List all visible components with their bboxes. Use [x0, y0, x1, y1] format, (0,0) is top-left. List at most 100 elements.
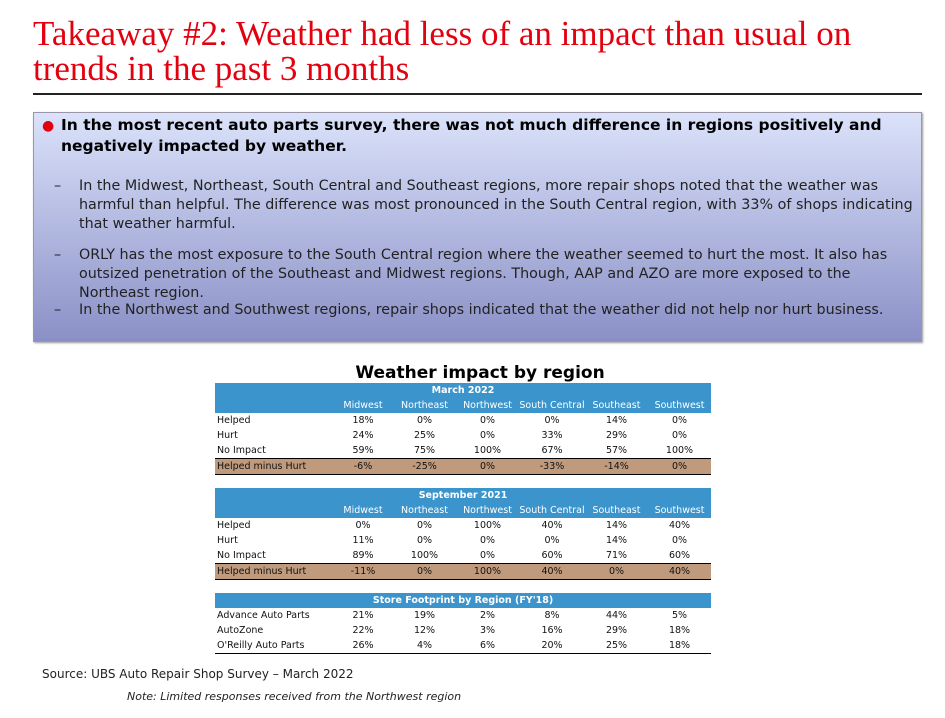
table-cell: 0%	[479, 550, 496, 561]
row-label: No Impact	[217, 445, 266, 456]
table-cell: 14%	[605, 535, 628, 546]
table-row: Helped minus Hurt -11% 0% 100% 40% 0% 40%	[215, 563, 712, 580]
table-cell: -33%	[519, 458, 585, 475]
row-label: Advance Auto Parts	[217, 610, 310, 621]
table-row: Helped minus Hurt -6% -25% 0% -33% -14% 0%	[215, 458, 712, 475]
table-cell: 40%	[519, 563, 585, 580]
table-row: AutoZone 22% 12% 3% 16% 29% 18%	[215, 623, 711, 638]
column-header-row: Midwest Northeast Northwest South Central So…	[215, 398, 712, 413]
column-header-blank	[215, 398, 333, 413]
column-header: Northeast	[393, 503, 456, 518]
table-cell: 8%	[544, 610, 560, 621]
row-label: No Impact	[217, 550, 266, 561]
column-header: Northwest	[456, 398, 519, 413]
table-cell: 29%	[605, 430, 628, 441]
table-cell: 100%	[473, 520, 502, 531]
table-cell: 0%	[585, 563, 648, 580]
sub-point: – ORLY has the most exposure to the South…	[54, 247, 888, 301]
table-cell: 60%	[541, 550, 563, 561]
table-cell: 44%	[605, 610, 628, 621]
table-row: Helped 18% 0% 0% 0% 14% 0%	[215, 413, 711, 428]
table-cell: 25%	[585, 638, 648, 654]
table-cell: 18%	[648, 638, 712, 654]
column-header: Midwest	[333, 398, 393, 413]
table-cell: 40%	[541, 520, 563, 531]
table-cell: 40%	[668, 520, 691, 531]
table-cell: 0%	[479, 430, 496, 441]
column-header: Southeast	[585, 398, 648, 413]
table-cell: 100%	[456, 563, 519, 580]
table-cell: 2%	[479, 610, 496, 621]
row-label: Helped minus Hurt	[215, 458, 333, 475]
table-header-row: March 2022	[215, 383, 712, 398]
column-header: South Central	[519, 503, 585, 518]
table-row: O'Reilly Auto Parts 26% 4% 6% 20% 25% 18%	[215, 638, 712, 654]
table-cell: 0%	[544, 535, 560, 546]
table-cell: -14%	[585, 458, 648, 475]
table-cell: 33%	[541, 430, 563, 441]
table-cell: 18%	[352, 415, 374, 426]
row-label: AutoZone	[217, 625, 264, 636]
lead-text: In the most recent auto parts survey, th…	[61, 116, 882, 155]
column-header: Midwest	[333, 503, 393, 518]
table-cell: 71%	[605, 550, 628, 561]
table-row: Helped 0% 0% 100% 40% 14% 40%	[215, 518, 711, 533]
table-cell: 89%	[352, 550, 374, 561]
table-cell: -11%	[333, 563, 393, 580]
row-label: Helped	[217, 415, 251, 426]
summary-box: ● In the most recent auto parts survey, …	[33, 112, 922, 342]
table-header-title: March 2022	[215, 383, 712, 398]
column-header-blank	[215, 503, 333, 518]
table-cell: 0%	[479, 535, 496, 546]
table-september-2021: September 2021 Midwest Northeast Northwest S…	[215, 488, 712, 580]
table-cell: 0%	[671, 535, 688, 546]
table-row: No Impact 89% 100% 0% 60% 71% 60%	[215, 548, 711, 564]
table-cell: 6%	[456, 638, 519, 654]
column-header: Southeast	[585, 503, 648, 518]
table-header-row: Store Footprint by Region (FY'18)	[215, 593, 712, 608]
row-label: Hurt	[217, 535, 238, 546]
table-cell: 100%	[410, 550, 439, 561]
table-cell: 14%	[605, 415, 628, 426]
title-divider	[33, 93, 922, 95]
table-header-title: Store Footprint by Region (FY'18)	[215, 593, 712, 608]
table-row: Advance Auto Parts 21% 19% 2% 8% 44% 5%	[215, 608, 711, 623]
table-store-footprint: Store Footprint by Region (FY'18) Advance…	[215, 593, 712, 654]
table-cell: 100%	[665, 445, 694, 456]
table-cell: 26%	[333, 638, 393, 654]
table-title: Weather impact by region	[355, 363, 605, 383]
table-cell: 5%	[671, 610, 688, 621]
column-header: Northeast	[393, 398, 456, 413]
table-cell: 0%	[648, 458, 712, 475]
table-cell: 0%	[416, 415, 433, 426]
table-header-row: September 2021	[215, 488, 712, 503]
column-header: Southwest	[648, 398, 712, 413]
slide-title: Takeaway #2: Weather had less of an impa…	[33, 14, 852, 88]
row-label: Helped minus Hurt	[215, 563, 333, 580]
sub-point: – In the Northwest and Southwest regions,…	[54, 302, 884, 318]
table-cell: 4%	[393, 638, 456, 654]
column-header: Northwest	[456, 503, 519, 518]
column-header: Southwest	[648, 503, 712, 518]
table-cell: 29%	[605, 625, 628, 636]
column-header-row: Midwest Northeast Northwest South Central So…	[215, 503, 712, 518]
table-cell: 67%	[541, 445, 563, 456]
table-cell: 25%	[413, 430, 436, 441]
table-cell: 59%	[352, 445, 374, 456]
table-cell: 16%	[541, 625, 563, 636]
table-cell: 3%	[479, 625, 496, 636]
table-header-title: September 2021	[215, 488, 712, 503]
table-cell: 18%	[668, 625, 691, 636]
table-cell: 57%	[605, 445, 628, 456]
table-cell: 0%	[416, 535, 433, 546]
column-header: South Central	[519, 398, 585, 413]
table-cell: 14%	[605, 520, 628, 531]
row-label: Helped	[217, 520, 251, 531]
row-label: Hurt	[217, 430, 238, 441]
table-cell: 0%	[671, 415, 688, 426]
table-cell: 40%	[648, 563, 712, 580]
sub-point: – In the Midwest, Northeast, South Centra…	[54, 178, 913, 232]
table-cell: 24%	[352, 430, 374, 441]
table-cell: 75%	[413, 445, 436, 456]
table-cell: 11%	[352, 535, 374, 546]
